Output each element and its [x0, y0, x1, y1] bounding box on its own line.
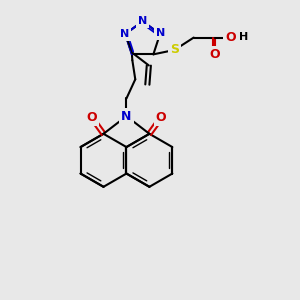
Text: N: N: [120, 29, 129, 39]
Text: N: N: [121, 110, 132, 123]
Text: O: O: [86, 111, 97, 124]
Text: O: O: [156, 111, 166, 124]
Text: N: N: [156, 28, 166, 38]
Text: O: O: [210, 48, 220, 61]
Text: O: O: [225, 31, 236, 44]
Text: S: S: [170, 44, 179, 56]
Text: N: N: [138, 16, 147, 26]
Text: H: H: [239, 32, 248, 42]
